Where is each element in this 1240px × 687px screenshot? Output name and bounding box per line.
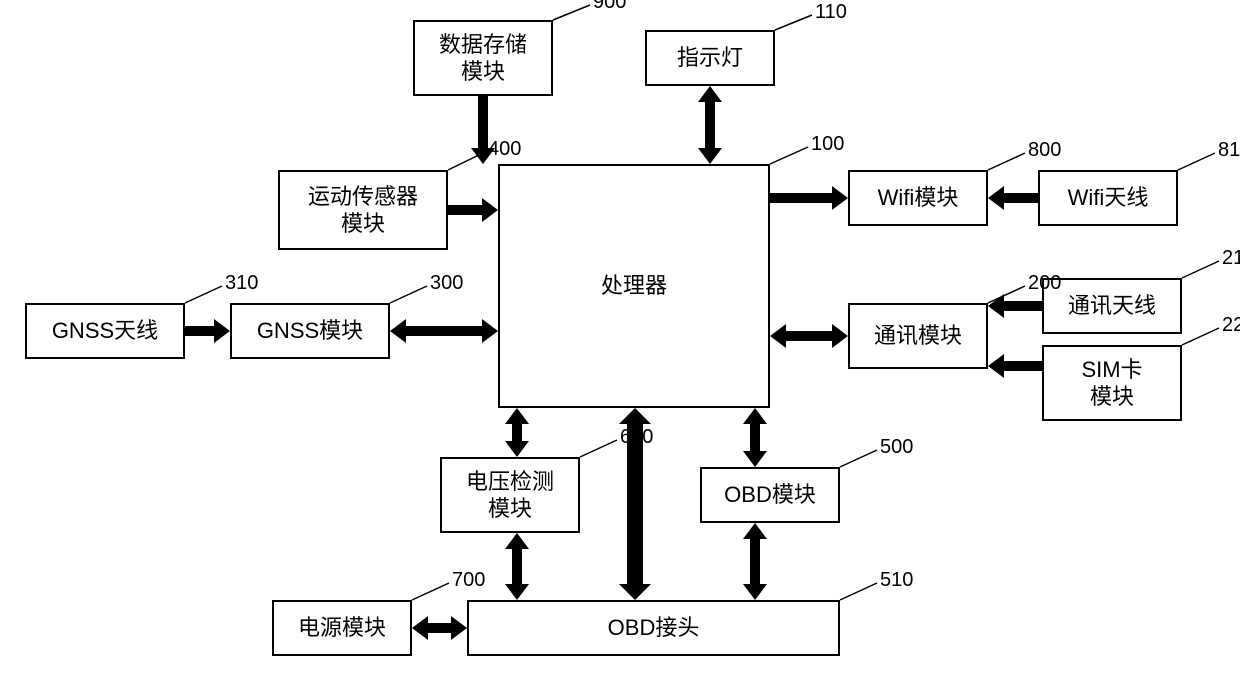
edge-processor-wifi <box>770 186 848 210</box>
edge-gnss_ant-gnss <box>185 319 230 343</box>
ref-label: 200 <box>1028 272 1061 295</box>
ref-label: 300 <box>430 272 463 295</box>
arrows-layer <box>0 0 1240 687</box>
edge-sim-comm <box>988 354 1042 378</box>
ref-label: 700 <box>452 569 485 592</box>
ref-label: 800 <box>1028 139 1061 162</box>
ref-label: 220 <box>1222 314 1240 337</box>
edge-gnss-processor <box>390 319 498 343</box>
edge-motion-processor <box>448 198 498 222</box>
edge-wifi_ant-wifi <box>988 186 1038 210</box>
ref-label: 400 <box>488 138 521 161</box>
ref-label: 110 <box>815 1 847 24</box>
edge-power-obd_conn <box>412 616 467 640</box>
edge-indicator-processor <box>698 86 722 164</box>
ref-label: 900 <box>593 0 626 14</box>
edge-obd-processor <box>743 408 767 467</box>
edge-voltage-processor <box>505 408 529 457</box>
edge-comm_ant-comm <box>988 294 1042 318</box>
ref-label: 100 <box>811 133 844 156</box>
ref-label: 510 <box>880 569 913 592</box>
edge-voltage-obd_conn <box>505 533 529 600</box>
ref-label: 600 <box>620 426 653 449</box>
edge-obd-obd_conn <box>743 523 767 600</box>
ref-label: 810 <box>1218 139 1240 162</box>
diagram-canvas: 处理器 指示灯 数据存储模块 运动传感器模块 GNSS模块 GNSS天线 Wif… <box>0 0 1240 687</box>
ref-label: 500 <box>880 436 913 459</box>
edge-processor-comm <box>770 324 848 348</box>
ref-label: 310 <box>225 272 258 295</box>
ref-label: 210 <box>1222 247 1240 270</box>
